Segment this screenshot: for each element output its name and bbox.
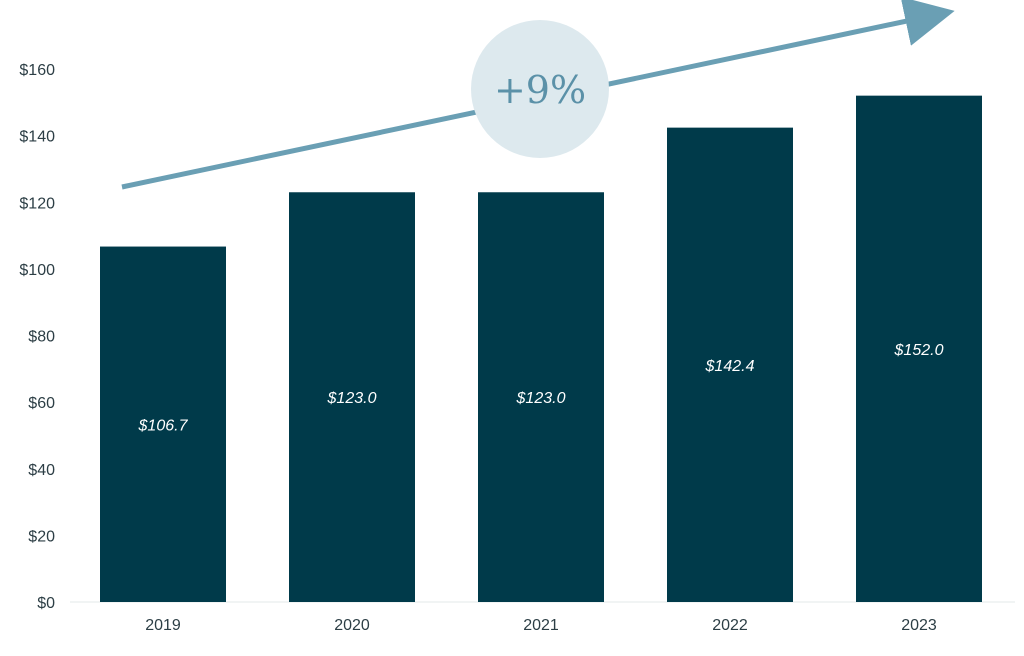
bars: $106.7 $123.0 $123.0 $142.4 $152.0 — [100, 95, 982, 603]
bar-value-label: $123.0 — [327, 390, 377, 407]
trend-annotation: +9% — [121, 0, 955, 190]
bar-value-label: $142.4 — [705, 358, 755, 375]
x-axis: 2019 2020 2021 2022 2023 — [145, 617, 937, 634]
x-tick-label: 2022 — [712, 617, 748, 634]
y-tick-label: $20 — [28, 528, 55, 545]
bar-2022 — [667, 127, 793, 602]
y-tick-label: $120 — [19, 195, 55, 212]
x-tick-label: 2020 — [334, 617, 370, 634]
bar-2021 — [478, 192, 604, 602]
y-tick-label: $0 — [37, 595, 55, 612]
y-tick-label: $80 — [28, 329, 55, 346]
y-axis: $0 $20 $40 $60 $80 $100 $120 $140 $160 — [19, 62, 55, 612]
y-tick-label: $40 — [28, 462, 55, 479]
x-tick-label: 2023 — [901, 617, 937, 634]
bar-value-label: $106.7 — [138, 417, 189, 434]
bar-2023 — [856, 95, 982, 603]
bar-value-label: $123.0 — [516, 390, 566, 407]
growth-badge-label: +9% — [494, 68, 586, 112]
x-tick-label: 2021 — [523, 617, 559, 634]
y-tick-label: $160 — [19, 62, 55, 79]
bar-value-label: $152.0 — [894, 342, 944, 359]
x-tick-label: 2019 — [145, 617, 181, 634]
bar-2019 — [100, 246, 226, 603]
y-tick-label: $140 — [19, 129, 55, 146]
y-tick-label: $100 — [19, 262, 55, 279]
growth-badge — [471, 20, 609, 158]
y-tick-label: $60 — [28, 395, 55, 412]
bar-2020 — [289, 192, 415, 602]
